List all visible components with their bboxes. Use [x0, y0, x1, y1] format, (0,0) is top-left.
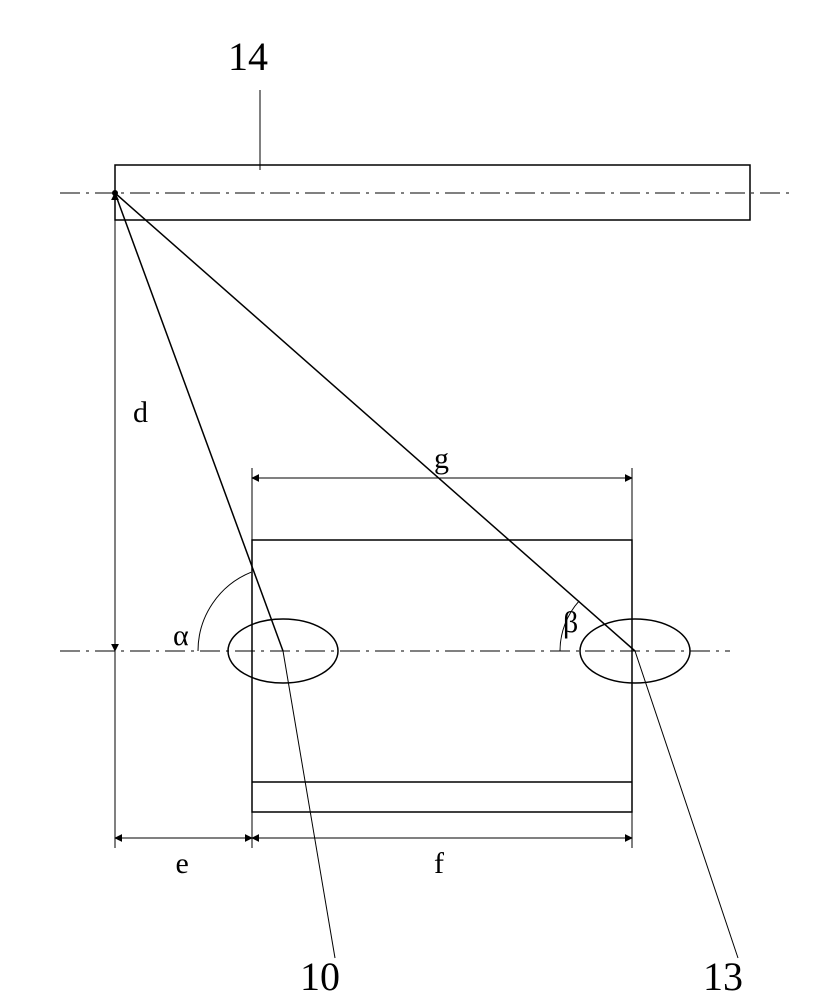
dim-label-d: d	[133, 396, 148, 429]
callout-line-10	[283, 651, 335, 958]
alpha-arc	[198, 572, 251, 651]
dim-label-f: f	[434, 847, 444, 880]
angle-label-alpha: α	[173, 619, 189, 652]
callout-label-14: 14	[228, 34, 268, 79]
callout-label-13: 13	[703, 954, 743, 999]
dim-label-g: g	[434, 442, 449, 475]
angle-label-beta: β	[563, 606, 578, 639]
callout-line-13	[635, 651, 738, 958]
ray-to-right-ellipse	[115, 193, 635, 651]
callout-label-10: 10	[300, 954, 340, 999]
dim-label-e: e	[176, 847, 189, 880]
inner-rect	[252, 540, 632, 812]
